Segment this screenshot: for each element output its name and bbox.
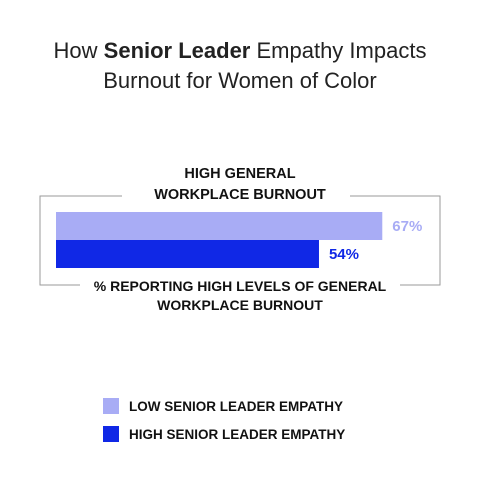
bar-high-empathy	[56, 240, 319, 268]
legend-swatch-low	[103, 398, 119, 414]
title-part-1: How	[53, 38, 104, 63]
title-part-2: Empathy Impacts	[250, 38, 427, 63]
chart-title: How Senior Leader Empathy Impacts Burnou…	[0, 36, 480, 96]
data-label-high-empathy: 54%	[329, 246, 359, 263]
legend-swatch-high	[103, 426, 119, 442]
category-label: HIGH GENERAL WORKPLACE BURNOUT	[100, 164, 380, 206]
legend-item-low: LOW SENIOR LEADER EMPATHY	[103, 396, 345, 416]
legend-label-high: HIGH SENIOR LEADER EMPATHY	[129, 426, 346, 442]
data-label-low-empathy: 67%	[392, 218, 422, 235]
x-axis-label: % REPORTING HIGH LEVELS OF GENERAL WORKP…	[60, 277, 420, 315]
category-label-line-1: HIGH GENERAL	[184, 166, 296, 182]
category-frame	[39, 195, 441, 286]
bar-low-empathy	[56, 212, 383, 240]
legend: LOW SENIOR LEADER EMPATHY HIGH SENIOR LE…	[103, 396, 345, 452]
category-label-line-2: WORKPLACE BURNOUT	[148, 187, 332, 203]
legend-label-low: LOW SENIOR LEADER EMPATHY	[129, 398, 344, 414]
x-axis-label-line-2: WORKPLACE BURNOUT	[157, 297, 323, 313]
title-bold: Senior Leader	[103, 38, 251, 63]
chart-title-line-1: How Senior Leader Empathy Impacts	[0, 36, 480, 66]
legend-item-high: HIGH SENIOR LEADER EMPATHY	[103, 424, 345, 444]
bars-group: 67% 54%	[56, 212, 422, 268]
chart-title-line-2: Burnout for Women of Color	[103, 68, 377, 93]
x-axis-label-line-1: % REPORTING HIGH LEVELS OF GENERAL	[89, 278, 391, 294]
